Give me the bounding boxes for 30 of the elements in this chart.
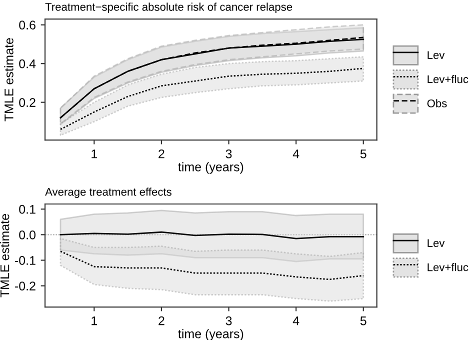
- y-tick-label: 0.4: [19, 59, 36, 68]
- chart-title: Treatment−specific absolute risk of cancer relapse: [45, 2, 292, 14]
- line-series: [60, 68, 364, 130]
- y-tick-label: -0.1: [15, 256, 36, 265]
- legend-label: Lev: [428, 51, 445, 59]
- x-tick-label: 1: [92, 316, 98, 326]
- x-tick-label: 3: [226, 149, 232, 158]
- x-tick-label: 2: [158, 316, 164, 326]
- x-tick-label: 2: [158, 149, 164, 158]
- x-tick-label: 5: [360, 150, 366, 158]
- line-series: [60, 231, 364, 240]
- y-tick-label: 0.1: [19, 204, 36, 214]
- line-series: [60, 250, 364, 280]
- y-tick-label: 0.0: [19, 230, 36, 240]
- x-tick-label: 4: [292, 316, 300, 326]
- chart-title: Average treatment effects: [45, 188, 172, 198]
- y-axis-title: TMLE estimate: [4, 38, 14, 122]
- legend-label: Lev+fluc: [428, 263, 468, 272]
- y-axis-title: TMLE estimate: [0, 214, 10, 298]
- y-tick-label: 0.2: [19, 98, 36, 107]
- legend-label: Lev+fluc: [428, 74, 468, 84]
- x-tick-label: 5: [360, 316, 366, 326]
- x-tick-label: 1: [92, 150, 98, 158]
- legend-label: Obs: [427, 99, 447, 108]
- y-tick-label: 0.6: [19, 20, 36, 30]
- x-tick-label: 4: [292, 150, 300, 158]
- y-tick-label: -0.2: [15, 282, 36, 290]
- x-axis-title: time (years): [178, 162, 244, 174]
- legend-label: Lev: [428, 239, 445, 248]
- x-tick-label: 3: [226, 316, 232, 326]
